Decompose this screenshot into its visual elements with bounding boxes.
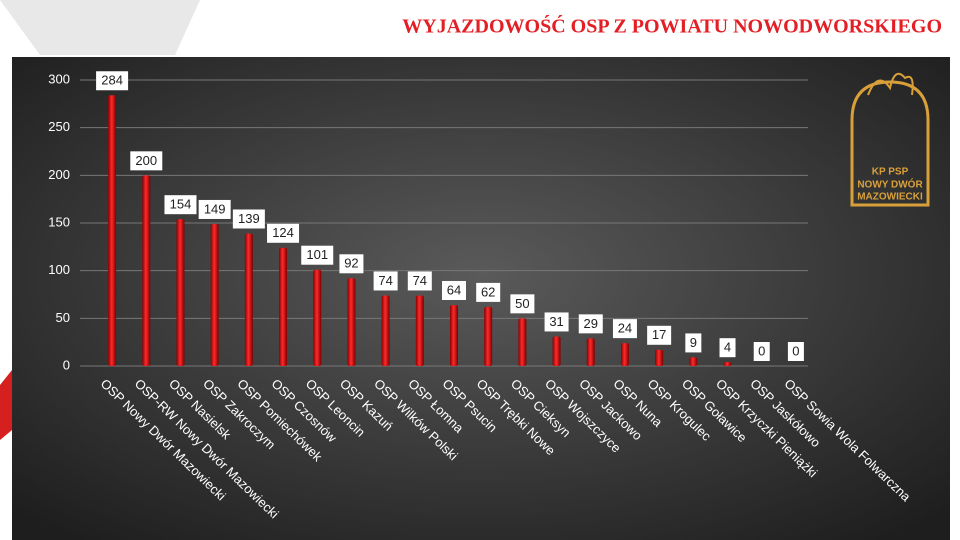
bar [655,349,664,366]
value-label-box [510,294,535,314]
bar [381,295,390,366]
y-tick-label: 150 [48,214,70,229]
value-label: 74 [378,273,392,288]
bar [108,95,117,367]
bar [450,304,458,366]
value-label: 154 [170,197,192,212]
value-label-box [164,195,197,215]
value-label-box [198,199,231,219]
value-label-box [96,71,129,91]
value-label-box [544,312,569,332]
value-label: 24 [618,321,632,336]
value-label: 0 [792,343,799,358]
value-label: 149 [204,201,226,216]
value-label-box [612,319,637,339]
value-label: 124 [272,225,294,240]
value-label-box [232,209,265,229]
value-label-box [719,338,736,358]
value-label: 74 [413,273,427,288]
value-label-box [267,223,300,243]
value-label-box [442,280,466,300]
value-label-box [373,271,398,291]
bar [279,247,288,366]
bar [552,336,561,366]
value-label: 17 [652,327,666,342]
bar [210,223,219,366]
y-tick-label: 50 [56,310,70,325]
y-tick-label: 250 [48,119,70,134]
value-label-box [685,333,702,353]
value-label: 92 [344,256,358,271]
value-label: 9 [690,335,697,350]
bar [313,269,322,366]
value-label-box [130,151,163,171]
logo: KP PSP NOWY DWÓR MAZOWIECKI [850,72,930,207]
bar [484,306,493,366]
chart-title: WYJAZDOWOŚĆ OSP Z POWIATU NOWODWORSKIEGO [402,14,942,38]
value-label: 64 [447,282,461,297]
logo-flame [867,72,914,96]
value-label-box [339,254,364,274]
bar [620,343,629,366]
y-tick-label: 200 [48,167,70,182]
y-tick-label: 100 [48,262,70,277]
logo-text: KP PSP [872,167,909,178]
value-label: 0 [758,343,765,358]
decor [0,370,12,440]
value-label: 4 [724,340,731,355]
bar [689,357,698,366]
value-label-box [476,282,501,302]
value-label-box [301,245,334,265]
value-label-box [407,271,432,291]
value-label: 31 [549,314,563,329]
bar [244,233,253,366]
decor [0,0,200,55]
value-label-box [647,325,672,345]
value-label: 50 [515,296,529,311]
value-label: 62 [481,284,495,299]
value-label-box [753,342,770,361]
logo-arch [850,80,930,207]
logo-text: NOWY DWÓR [857,178,923,191]
logo-text: MAZOWIECKI [857,192,923,203]
bar [723,362,732,366]
value-label: 101 [306,247,328,262]
value-label: 29 [584,316,598,331]
y-tick-label: 300 [48,71,70,86]
bar [415,295,424,366]
bar [176,219,185,366]
bar [142,175,151,366]
value-label: 284 [101,73,123,88]
bar [347,278,356,366]
bar [586,338,595,366]
value-label: 139 [238,211,260,226]
y-tick-label: 0 [63,357,70,372]
value-label-box [578,314,603,334]
value-label-box [787,342,804,361]
value-label: 200 [135,153,157,168]
bar [518,318,527,366]
